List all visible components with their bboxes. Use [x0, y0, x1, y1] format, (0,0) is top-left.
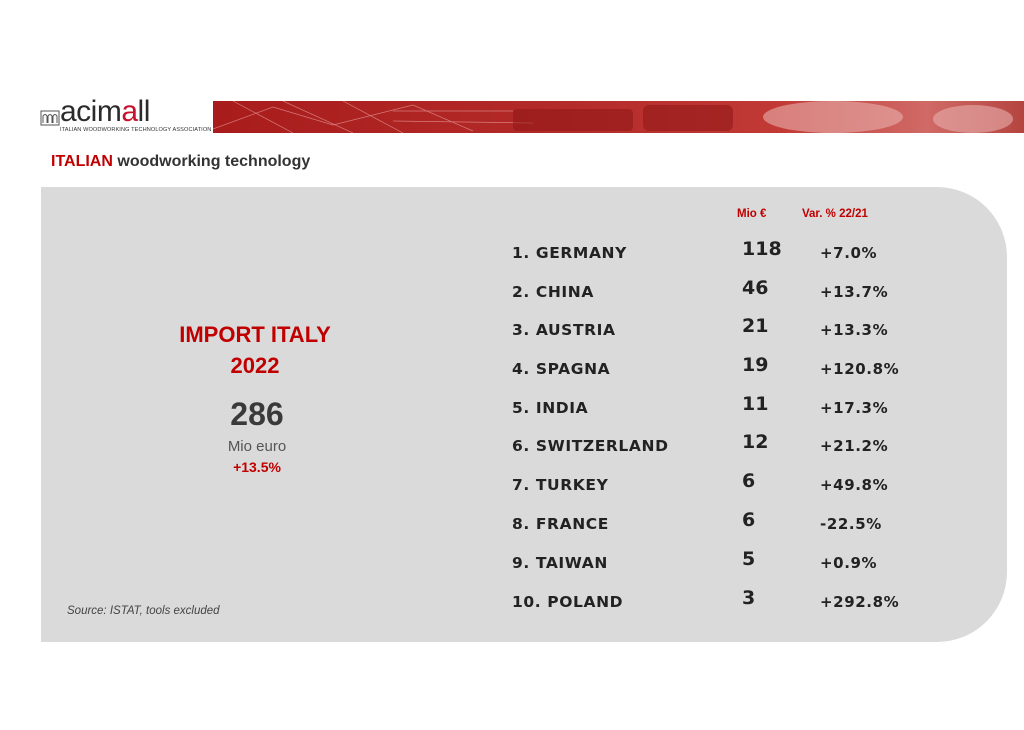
- import-value: 5: [742, 548, 756, 570]
- country-name: 4. SPAGNA: [512, 360, 611, 378]
- variation-value: +0.9%: [820, 554, 878, 572]
- table-row: 10. POLAND 3 +292.8%: [0, 587, 1024, 619]
- acimall-logo: acimall ITALIAN WOODWORKING TECHNOLOGY A…: [40, 95, 212, 135]
- variation-value: +17.3%: [820, 399, 889, 417]
- table-row: 9. TAIWAN 5 +0.9%: [0, 548, 1024, 580]
- country-name: 8. FRANCE: [512, 515, 609, 533]
- summary-year: 2022: [230, 353, 280, 378]
- import-value: 6: [742, 470, 756, 492]
- logo-wordmark: acimall: [60, 95, 150, 128]
- summary-title: IMPORT ITALY: [179, 322, 331, 347]
- variation-value: +292.8%: [820, 593, 900, 611]
- summary-change: +13.5%: [233, 459, 281, 475]
- source-note: Source: ISTAT, tools excluded: [67, 605, 220, 617]
- table-row: 5. INDIA 11 +17.3%: [0, 393, 1024, 425]
- variation-value: +21.2%: [820, 437, 889, 455]
- variation-value: +7.0%: [820, 244, 878, 262]
- table-row: 2. CHINA 46 +13.7%: [0, 277, 1024, 309]
- content-panel: [41, 187, 1007, 642]
- variation-value: +13.7%: [820, 283, 889, 301]
- import-value: 21: [742, 315, 769, 337]
- table-row: 3. AUSTRIA 21 +13.3%: [0, 315, 1024, 347]
- summary-total: 286: [230, 396, 284, 432]
- import-value: 6: [742, 509, 756, 531]
- column-header-variation: Var. % 22/21: [802, 208, 868, 220]
- country-name: 3. AUSTRIA: [512, 321, 616, 339]
- header-banner: [213, 101, 1024, 133]
- banner-graphic: [213, 101, 1013, 133]
- variation-value: -22.5%: [820, 515, 882, 533]
- country-name: 9. TAIWAN: [512, 554, 608, 572]
- variation-value: +49.8%: [820, 476, 889, 494]
- table-row: 4. SPAGNA 19 +120.8%: [0, 354, 1024, 386]
- table-row: 1. GERMANY 118 +7.0%: [0, 238, 1024, 270]
- logo-tagline: ITALIAN WOODWORKING TECHNOLOGY ASSOCIATI…: [60, 127, 212, 133]
- import-value: 3: [742, 587, 756, 609]
- table-row: 8. FRANCE 6 -22.5%: [0, 509, 1024, 541]
- column-header-value: Mio €: [737, 208, 767, 220]
- page-subtitle: ITALIAN woodworking technology: [51, 153, 311, 170]
- country-name: 2. CHINA: [512, 283, 594, 301]
- country-name: 5. INDIA: [512, 399, 589, 417]
- country-name: 1. GERMANY: [512, 244, 627, 262]
- seal-icon: [40, 110, 60, 126]
- import-value: 19: [742, 354, 769, 376]
- variation-value: +13.3%: [820, 321, 889, 339]
- import-value: 12: [742, 431, 769, 453]
- country-name: 6. SWITZERLAND: [512, 437, 669, 455]
- country-name: 10. POLAND: [512, 593, 624, 611]
- country-name: 7. TURKEY: [512, 476, 609, 494]
- import-value: 118: [742, 238, 782, 260]
- variation-value: +120.8%: [820, 360, 900, 378]
- table-row: 7. TURKEY 6 +49.8%: [0, 470, 1024, 502]
- summary-unit: Mio euro: [227, 438, 287, 455]
- table-row: 6. SWITZERLAND 12 +21.2%: [0, 431, 1024, 463]
- import-value: 46: [742, 277, 769, 299]
- import-value: 11: [742, 393, 769, 415]
